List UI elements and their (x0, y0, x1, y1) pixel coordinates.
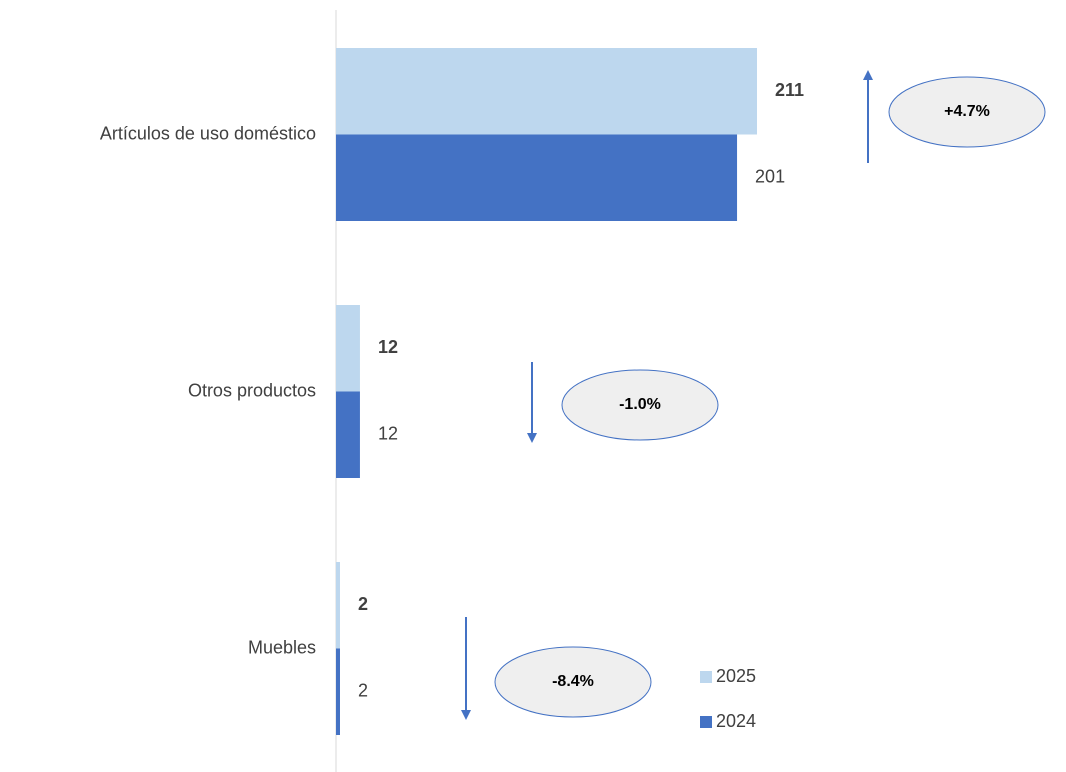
legend-label: 2024 (716, 711, 756, 731)
value-label: 12 (378, 337, 398, 357)
change-badge (888, 76, 1046, 148)
category-label: Muebles (248, 637, 316, 657)
change-label: -1.0% (619, 396, 661, 413)
bar (336, 562, 340, 649)
change-badge (561, 369, 719, 441)
value-label: 201 (755, 167, 785, 187)
value-label: 12 (378, 424, 398, 444)
bar (336, 648, 340, 735)
legend-swatch (700, 671, 712, 683)
change-label: +4.7% (944, 103, 990, 120)
bar (336, 48, 757, 135)
value-label: 211 (775, 80, 804, 100)
category-label: Artículos de uso doméstico (100, 123, 316, 143)
bar (336, 305, 360, 392)
category-label: Otros productos (188, 380, 316, 400)
change-badge (494, 646, 652, 718)
bar (336, 391, 360, 478)
change-label: -8.4% (552, 673, 594, 690)
bar (336, 134, 738, 221)
legend-swatch (700, 716, 712, 728)
legend-label: 2025 (716, 666, 756, 686)
value-label: 2 (358, 594, 368, 614)
value-label: 2 (358, 681, 368, 701)
